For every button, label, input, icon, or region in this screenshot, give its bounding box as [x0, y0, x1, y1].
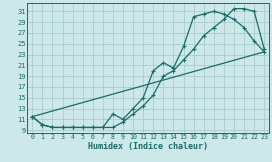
X-axis label: Humidex (Indice chaleur): Humidex (Indice chaleur) — [88, 142, 208, 151]
